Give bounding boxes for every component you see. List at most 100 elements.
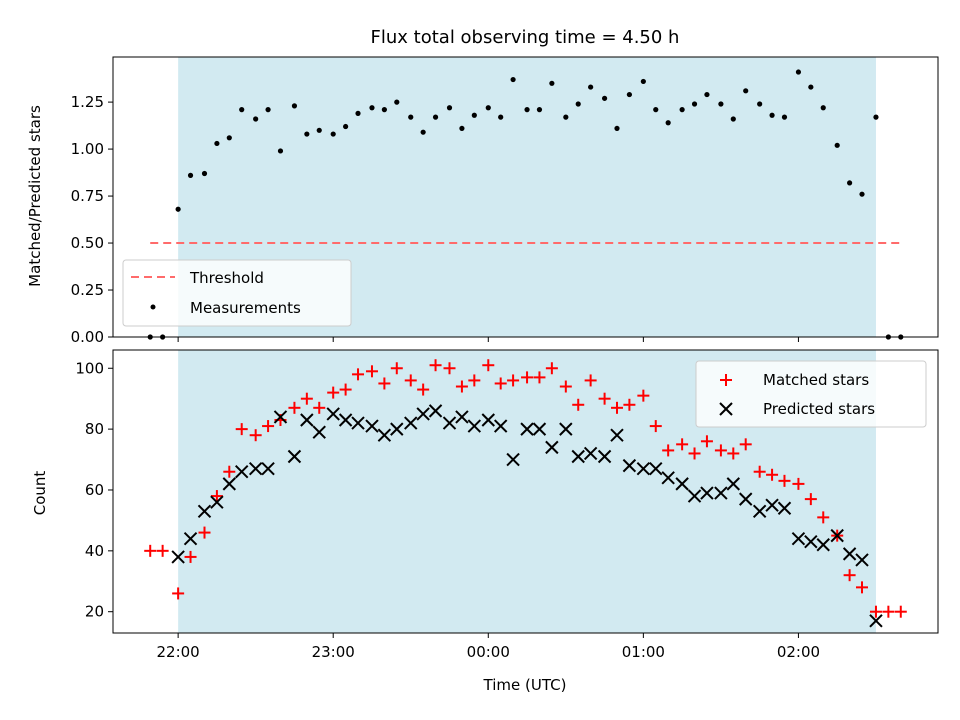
x-tick-label: 02:00 <box>777 643 820 661</box>
predicted-star-point <box>636 461 651 476</box>
matched-star-point <box>649 420 662 433</box>
measurement-point <box>524 107 530 113</box>
predicted-star-point <box>661 471 675 485</box>
measurement-point <box>277 148 284 154</box>
bottom-legend: Matched stars Predicted stars <box>695 360 927 428</box>
predicted-star-point <box>183 531 198 546</box>
predicted-star-point <box>777 501 792 515</box>
bottom-plot-frame <box>112 349 939 634</box>
matched-star-point <box>378 377 391 390</box>
x-tick-label: 23:00 <box>312 643 355 661</box>
measurement-point <box>640 78 646 85</box>
y-tick-label: 20 <box>85 603 104 621</box>
measurement-point <box>730 116 736 122</box>
measurement-point <box>588 84 594 90</box>
predicted-star-point <box>467 419 482 433</box>
matched-star-point <box>223 465 236 478</box>
matched-star-point <box>352 368 365 381</box>
predicted-star-point <box>622 458 637 473</box>
measurement-point <box>239 107 245 113</box>
x-tick-label: 22:00 <box>157 643 200 661</box>
predicted-star-point <box>351 416 365 430</box>
measurement-point <box>769 112 775 118</box>
measurement-point <box>446 105 453 111</box>
x-axis-label: Time (UTC) <box>483 676 567 694</box>
predicted-star-point <box>455 410 469 424</box>
predicted-star-point <box>248 461 263 476</box>
measurement-point <box>420 129 426 135</box>
top-y-ticks: 0.00 0.25 0.50 0.75 1.00 1.25 <box>71 93 113 346</box>
matched-star-point <box>507 374 520 387</box>
matched-star-point <box>753 465 766 478</box>
matched-star-point <box>869 605 882 618</box>
predicted-star-point <box>197 504 212 518</box>
matched-star-point <box>521 371 534 384</box>
x-tick-label: 00:00 <box>467 643 510 661</box>
top-legend: Threshold Measurements <box>122 259 352 327</box>
matched-star-point <box>584 374 597 387</box>
measurement-point <box>575 101 581 107</box>
measurement-point <box>214 140 220 147</box>
matched-star-point <box>856 581 869 594</box>
measurement-point <box>343 123 349 130</box>
predicted-star-point <box>493 419 508 433</box>
matched-star-point <box>262 420 275 433</box>
measurement-point <box>795 69 802 75</box>
matched-star-point <box>778 474 791 487</box>
predicted-star-point <box>830 528 844 543</box>
measurement-point <box>718 101 724 107</box>
predicted-star-point <box>583 446 598 461</box>
measurement-point <box>408 114 414 120</box>
matched-star-point <box>739 438 752 451</box>
predicted-star-point <box>752 504 767 518</box>
predicted-star-point <box>532 422 547 436</box>
measurement-point <box>563 114 569 120</box>
predicted-star-point <box>235 465 249 479</box>
measurement-point <box>510 76 516 83</box>
matched-star-point <box>172 587 185 600</box>
measurement-point <box>394 99 400 105</box>
top-legend-box <box>122 259 352 327</box>
matched-star-point <box>610 401 623 414</box>
x-tick-label: 01:00 <box>622 643 665 661</box>
y-tick-label: 100 <box>75 359 104 377</box>
measurement-point <box>226 135 232 141</box>
predicted-star-point <box>287 449 302 464</box>
predicted-star-point <box>842 547 857 561</box>
predicted-star-point <box>738 492 753 506</box>
top-panel: 0.00 0.25 0.50 0.75 1.00 1.25 Matched/Predict… <box>26 56 939 346</box>
measurements-series <box>147 69 904 340</box>
predicted-star-point <box>300 413 314 427</box>
predicted-star-point <box>714 486 728 500</box>
measurement-point <box>808 84 814 90</box>
y-tick-label: 0.75 <box>71 187 104 205</box>
measurement-point <box>187 172 194 178</box>
matched-star-point <box>766 468 779 481</box>
predicted-star-point <box>687 489 702 503</box>
measurement-point <box>330 131 336 137</box>
predicted-star-point <box>416 407 430 421</box>
measurement-point <box>873 114 879 120</box>
matched-star-point <box>662 444 675 457</box>
predicted-star-point <box>791 531 806 546</box>
matched-star-point <box>792 477 805 490</box>
legend-measurements-label: Measurements <box>190 299 301 317</box>
matched-star-point <box>688 447 701 460</box>
measurement-point <box>175 206 181 212</box>
predicted-star-point <box>365 419 379 433</box>
measurement-point <box>757 101 763 107</box>
chart-title: Flux total observing time = 4.50 h <box>371 27 680 48</box>
measurement-point <box>369 105 375 111</box>
matched-star-point <box>235 423 248 436</box>
measurement-point <box>704 91 710 98</box>
measurement-point <box>626 91 633 98</box>
top-plot-frame <box>112 56 939 338</box>
measurement-point <box>291 103 298 109</box>
matched-star-point <box>700 435 713 448</box>
measurement-point <box>304 131 310 137</box>
matched-star-point <box>429 359 442 372</box>
matched-star-point <box>184 550 197 563</box>
matched-star-point <box>156 544 169 557</box>
matched-star-point <box>300 392 313 405</box>
measurement-point <box>498 114 504 120</box>
